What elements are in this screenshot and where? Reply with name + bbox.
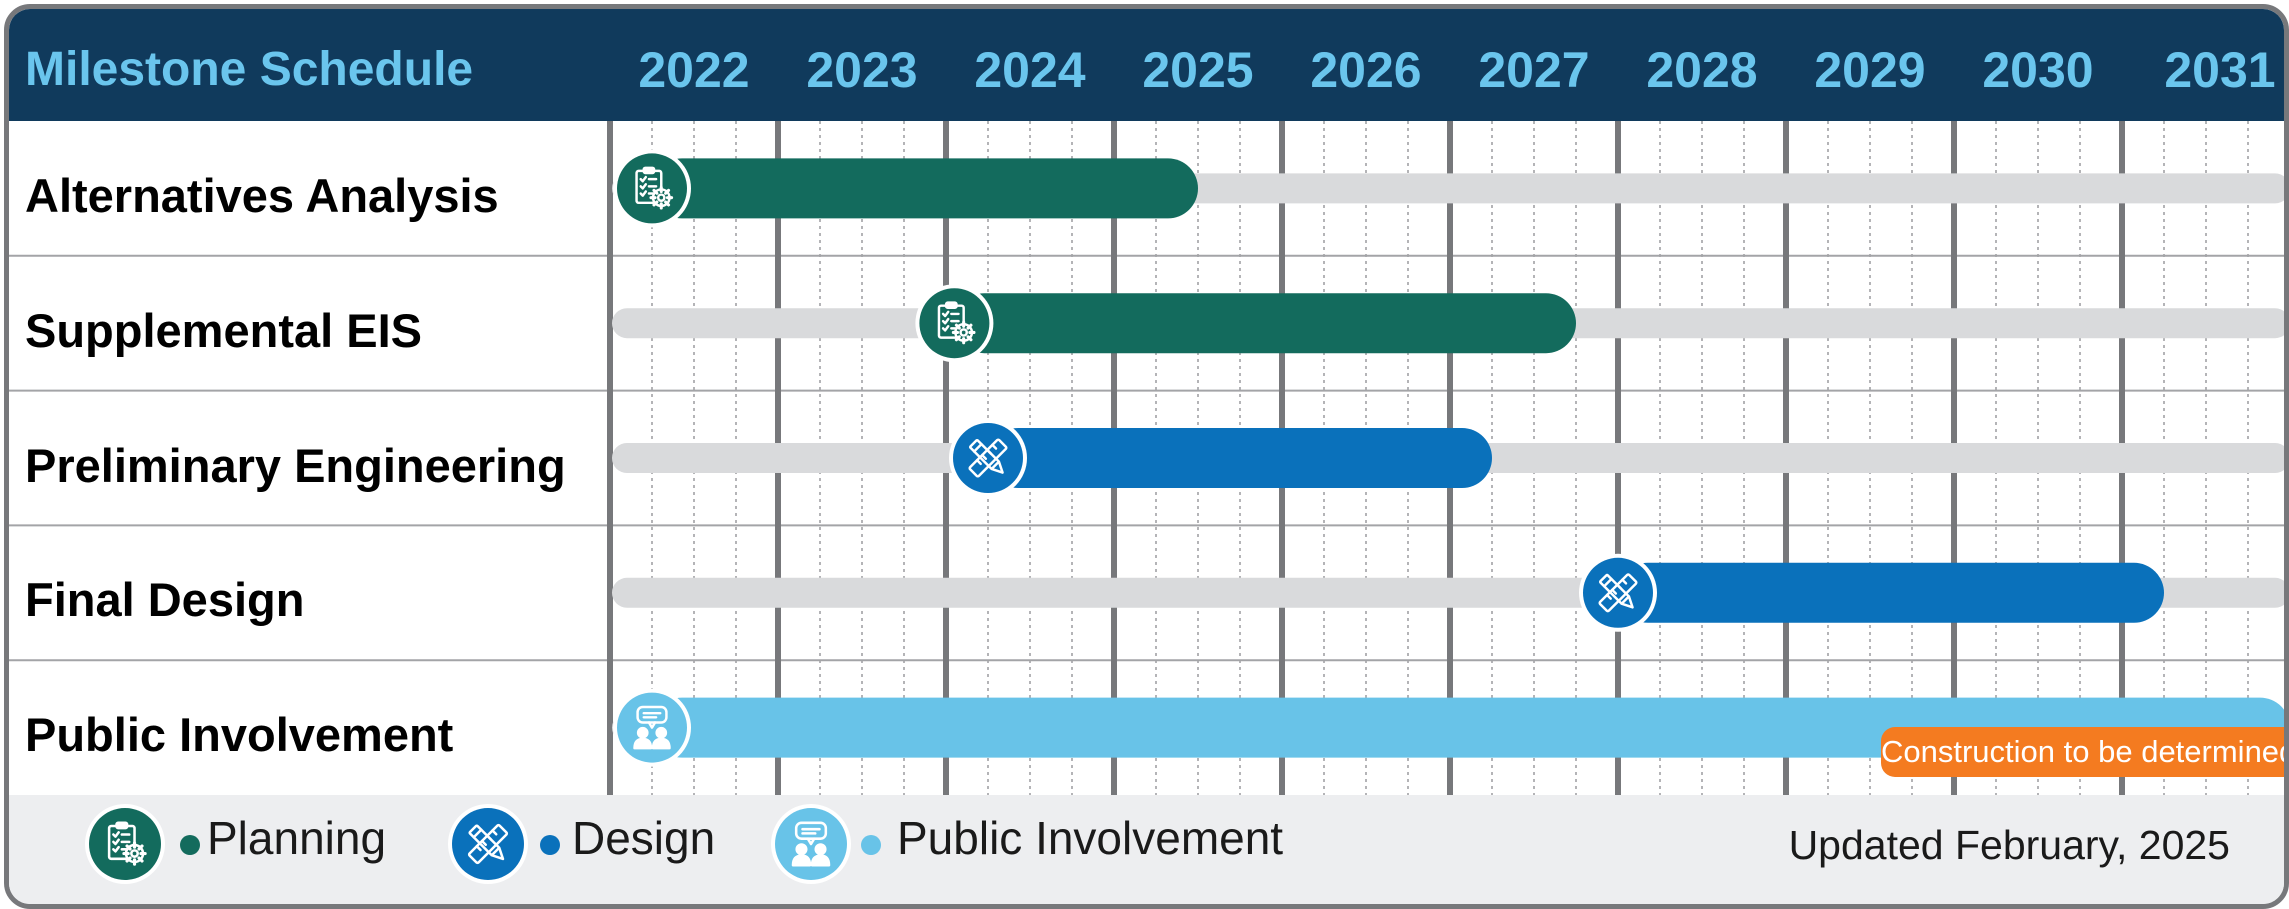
- legend-dot-design: [540, 835, 560, 855]
- legend-label-planning: Planning: [207, 812, 387, 864]
- gantt-plot: [9, 121, 2284, 795]
- icon-alternatives-analysis: [613, 149, 691, 228]
- bar-final-design: [1618, 562, 2164, 623]
- legend-dot-planning: [180, 835, 200, 855]
- legend-dot-public-involvement: [861, 835, 881, 855]
- bar-preliminary-engineering: [988, 428, 1492, 488]
- icon-preliminary-engineering: [949, 419, 1027, 497]
- year-label-2027: 2027: [1478, 42, 1590, 98]
- row-label-alternatives-analysis: Alternatives Analysis: [25, 169, 499, 222]
- gantt-grid: Alternatives Analysis Supplemental EIS Pre…: [9, 121, 2284, 795]
- year-label-2023: 2023: [806, 42, 918, 98]
- updated-date: Updated February, 2025: [1788, 822, 2230, 868]
- legend-pencil-ruler-icon: [448, 804, 528, 884]
- icon-final-design: [1579, 553, 1657, 632]
- year-label-2025: 2025: [1142, 42, 1254, 98]
- year-label-2028: 2028: [1646, 42, 1758, 98]
- chart-header: Milestone Schedule 2022 2023 2024 2025 2026 2…: [9, 9, 2284, 121]
- year-label-2031: 2031: [2164, 42, 2276, 98]
- chart-title: Milestone Schedule: [25, 43, 474, 96]
- legend-clipboard-gear-icon: [85, 804, 165, 884]
- legend-footer: Planning Design Public Involvement Updat…: [9, 795, 2284, 904]
- row-label-public-involvement: Public Involvement: [25, 708, 454, 762]
- year-label-2024: 2024: [974, 42, 1086, 98]
- legend-people-chat-icon: [771, 804, 851, 884]
- year-label-2030: 2030: [1982, 42, 2094, 98]
- bar-public-involvement: [652, 697, 2284, 758]
- milestone-schedule-chart: Milestone Schedule 2022 2023 2024 2025 2026 2…: [4, 4, 2289, 909]
- row-label-preliminary-engineering: Preliminary Engineering: [25, 438, 566, 492]
- row-label-final-design: Final Design: [25, 573, 305, 627]
- row-label-supplemental-eis: Supplemental EIS: [25, 303, 422, 357]
- year-label-2026: 2026: [1310, 42, 1422, 98]
- year-label-2022: 2022: [638, 42, 750, 98]
- construction-annotation: Construction to be determined: [1881, 727, 2284, 777]
- icon-supplemental-eis: [915, 284, 994, 363]
- bar-alternatives-analysis: [652, 158, 1198, 219]
- legend-icons: [85, 804, 881, 884]
- year-label-2029: 2029: [1814, 42, 1926, 98]
- legend-label-public-involvement: Public Involvement: [897, 812, 1284, 864]
- bar-supplemental-eis: [954, 293, 1576, 354]
- legend-label-design: Design: [572, 812, 716, 864]
- icon-public-involvement: [613, 688, 691, 767]
